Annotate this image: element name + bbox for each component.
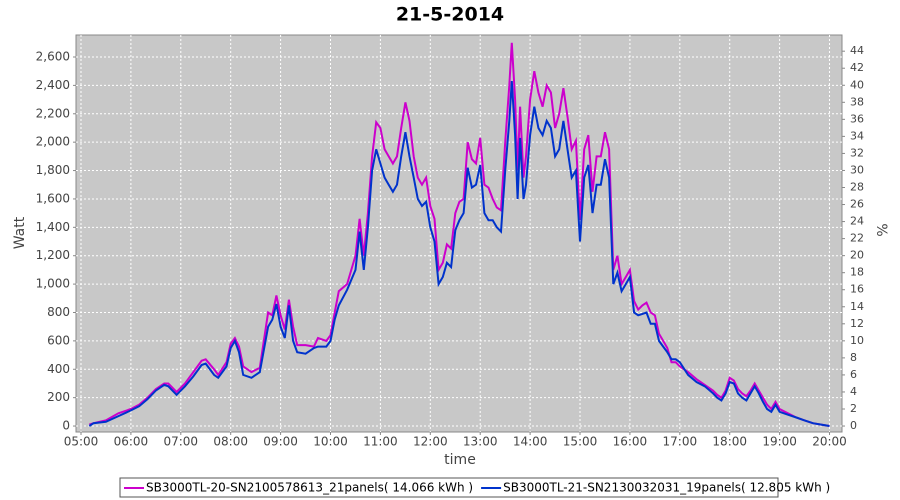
y-tick-label: 2,400 [36, 78, 70, 92]
x-axis-label: time [444, 452, 476, 468]
y2-tick-label: 16 [850, 283, 864, 296]
legend-label: SB3000TL-20-SN2100578613_21panels( 14.06… [146, 481, 473, 495]
y2-tick-label: 40 [850, 78, 864, 91]
x-tick-label: 07:00 [163, 435, 198, 449]
x-tick-label: 05:00 [64, 435, 99, 449]
y-tick-label: 1,400 [36, 220, 70, 234]
y-tick-label: 2,600 [36, 50, 70, 64]
x-tick-label: 06:00 [114, 435, 149, 449]
y2-tick-label: 26 [850, 198, 864, 211]
y-tick-label: 0 [62, 419, 70, 433]
legend-label: SB3000TL-21-SN2130032031_19panels( 12.80… [503, 481, 830, 495]
x-tick-label: 09:00 [263, 435, 298, 449]
x-tick-label: 10:00 [313, 435, 348, 449]
y2-tick-label: 10 [850, 334, 864, 347]
y2-tick-label: 22 [850, 232, 864, 245]
x-tick-label: 16:00 [613, 435, 648, 449]
x-tick-label: 18:00 [712, 435, 747, 449]
y2-tick-label: 4 [850, 385, 857, 398]
x-tick-label: 15:00 [563, 435, 598, 449]
plot-area [75, 34, 843, 433]
y2-tick-label: 0 [850, 419, 857, 432]
y-tick-label: 2,000 [36, 135, 70, 149]
y-tick-label: 800 [47, 305, 70, 319]
y-tick-label: 400 [47, 362, 70, 376]
y2-tick-label: 20 [850, 249, 864, 262]
x-tick-label: 08:00 [213, 435, 248, 449]
y-tick-label: 200 [47, 390, 70, 404]
y2-tick-label: 6 [850, 368, 857, 381]
y2-tick-label: 30 [850, 163, 864, 176]
y2-tick-label: 2 [850, 402, 857, 415]
x-tick-label: 11:00 [363, 435, 398, 449]
y2-axis-label: % [873, 223, 889, 236]
y-tick-label: 2,200 [36, 106, 70, 120]
y2-tick-label: 18 [850, 266, 864, 279]
x-tick-label: 13:00 [463, 435, 498, 449]
y2-tick-label: 8 [850, 351, 857, 364]
y2-tick-label: 34 [850, 129, 864, 142]
y2-tick-label: 44 [850, 44, 864, 57]
x-tick-label: 20:00 [812, 435, 847, 449]
y-tick-label: 1,800 [36, 163, 70, 177]
y-tick-label: 1,200 [36, 248, 70, 262]
series-line [88, 81, 830, 427]
y2-tick-label: 36 [850, 112, 864, 125]
y2-tick-label: 32 [850, 146, 864, 159]
y-tick-label: 1,000 [36, 277, 70, 291]
y2-tick-label: 38 [850, 95, 864, 108]
x-tick-label: 17:00 [663, 435, 698, 449]
y2-tick-label: 24 [850, 215, 864, 228]
x-tick-label: 19:00 [762, 435, 797, 449]
chart-title: 21-5-2014 [396, 4, 504, 26]
y2-tick-label: 28 [850, 180, 864, 193]
y-tick-label: 600 [47, 333, 70, 347]
legend [119, 477, 779, 498]
y2-tick-label: 14 [850, 300, 864, 313]
y2-tick-label: 12 [850, 317, 864, 330]
y-axis-label: Watt [12, 216, 28, 249]
x-tick-label: 12:00 [413, 435, 448, 449]
x-tick-label: 14:00 [513, 435, 548, 449]
y2-tick-label: 42 [850, 61, 864, 74]
y-tick-label: 1,600 [36, 191, 70, 205]
series-line [88, 42, 830, 427]
